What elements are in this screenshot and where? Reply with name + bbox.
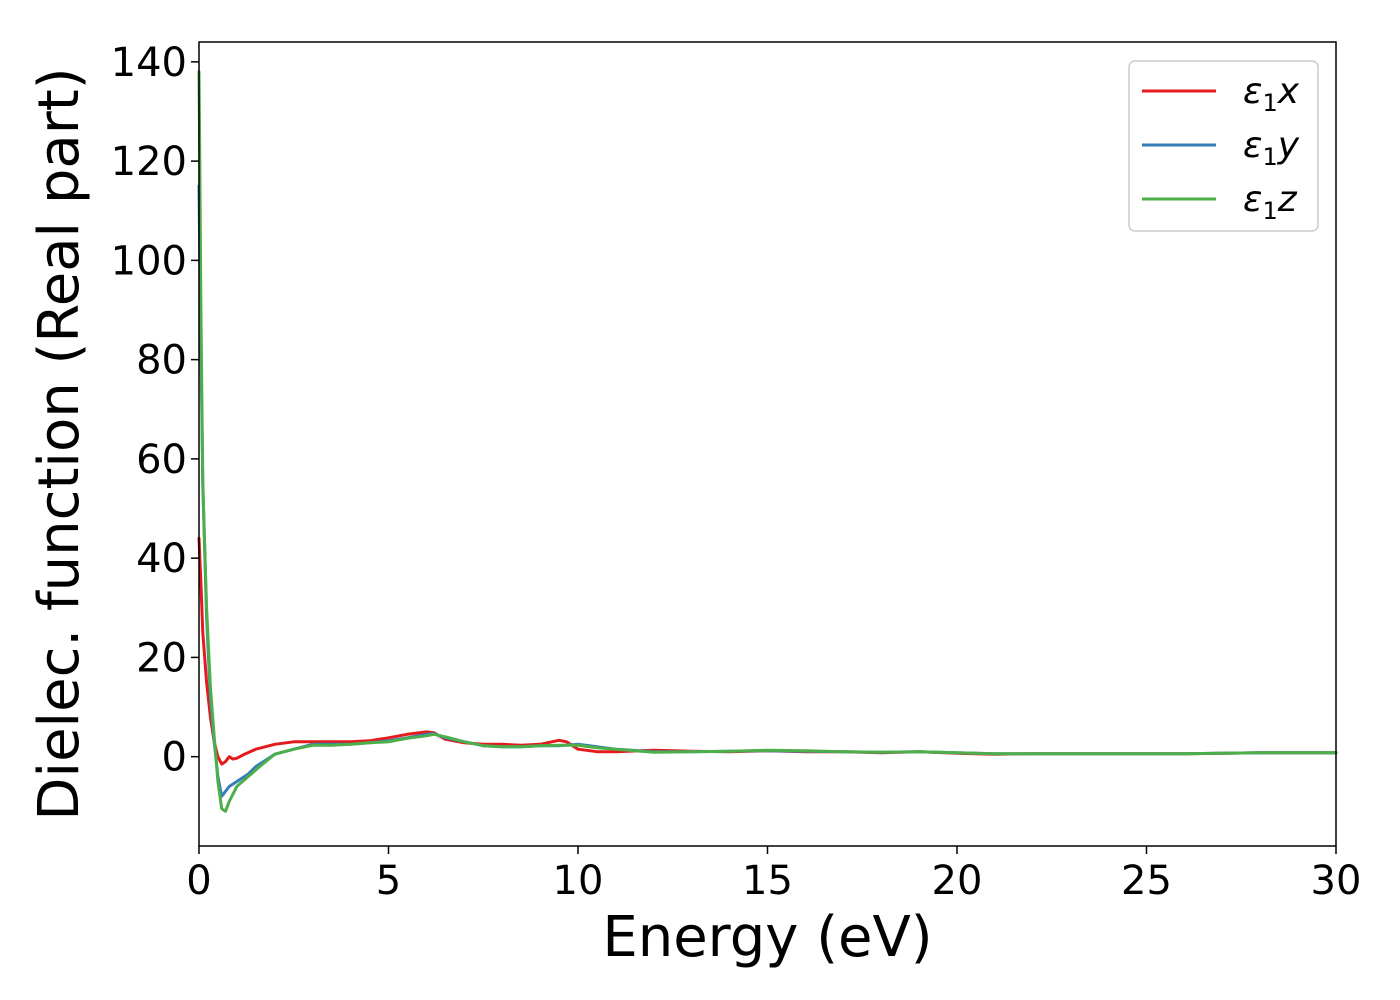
x-tick-label: 0 — [186, 858, 211, 904]
y-tick-label: 120 — [111, 139, 187, 185]
x-tick-label: 15 — [742, 858, 793, 904]
x-tick-label: 10 — [553, 858, 604, 904]
x-tick-label: 30 — [1311, 858, 1362, 904]
y-tick-label: 20 — [136, 635, 187, 681]
y-tick-label: 100 — [111, 238, 187, 284]
legend-label-y: ε1y — [1243, 125, 1300, 171]
legend: ε1x ε1y ε1z — [1128, 60, 1319, 232]
series-line-z — [197, 70, 1338, 813]
legend-box — [1128, 60, 1319, 232]
y-tick-label: 40 — [136, 536, 187, 582]
y-tick-label: 80 — [136, 338, 187, 384]
y-tick-label: 140 — [111, 40, 187, 86]
legend-label-z: ε1z — [1243, 179, 1298, 225]
legend-label-x: ε1x — [1243, 71, 1300, 117]
series-layer — [197, 70, 1338, 813]
y-tick-label: 60 — [136, 437, 187, 483]
x-axis-title: Energy (eV) — [602, 905, 932, 970]
y-tick-label: 0 — [162, 735, 187, 781]
x-tick-label: 20 — [932, 858, 983, 904]
y-axis-ticks: 0 20 40 60 80 100 120 140 — [111, 40, 199, 781]
y-axis-title: Dielec. function (Real part) — [27, 67, 92, 820]
x-tick-label: 25 — [1121, 858, 1172, 904]
x-axis-ticks: 0 5 10 15 20 25 30 — [186, 846, 1361, 904]
x-tick-label: 5 — [376, 858, 401, 904]
